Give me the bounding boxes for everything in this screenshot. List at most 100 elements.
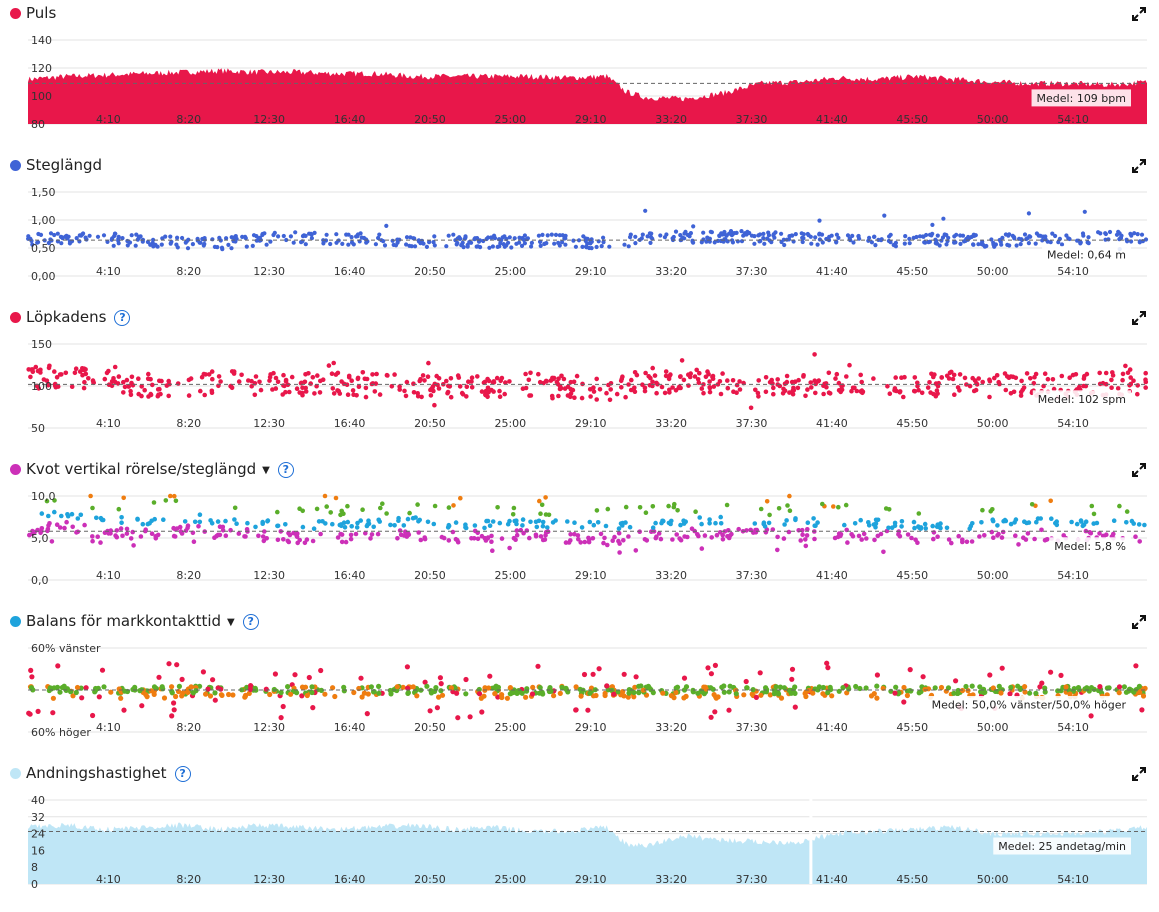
data-point	[990, 507, 995, 512]
series-color-dot	[10, 8, 21, 19]
data-point	[52, 509, 57, 515]
expand-icon[interactable]	[1131, 6, 1147, 22]
data-point	[713, 520, 718, 526]
x-tick-label: 4:10	[96, 721, 121, 734]
data-point	[377, 392, 383, 397]
data-point	[1007, 691, 1013, 697]
data-point	[536, 233, 542, 238]
data-point	[708, 229, 713, 234]
help-icon[interactable]: ?	[174, 766, 191, 782]
data-point	[83, 235, 88, 240]
data-point	[1139, 707, 1145, 713]
y-tick-label: 150	[31, 338, 52, 351]
data-point	[668, 693, 675, 699]
data-point	[682, 231, 687, 236]
data-point	[415, 502, 420, 507]
data-point	[1129, 687, 1135, 693]
x-tick-label: 33:20	[655, 569, 687, 582]
data-point	[577, 686, 583, 692]
chart-panel-steglangd: Steglängd 1,50 1,00 0,50 0,00 4:10 8:20 12:30 1…	[0, 152, 1159, 304]
x-tick-label: 37:30	[736, 113, 768, 126]
data-point	[930, 222, 935, 227]
x-tick-label: 37:30	[736, 265, 768, 278]
data-point	[155, 532, 161, 538]
data-point	[864, 536, 869, 541]
data-point	[1054, 522, 1060, 528]
data-point	[1008, 521, 1014, 527]
data-point	[120, 236, 125, 241]
data-point	[646, 374, 651, 379]
data-point	[667, 390, 672, 395]
data-point	[538, 534, 544, 539]
dropdown-caret-icon[interactable]: ▼	[262, 465, 270, 476]
data-point	[280, 703, 286, 710]
expand-icon[interactable]	[1131, 766, 1147, 782]
data-point	[858, 517, 863, 523]
x-tick-label: 20:50	[414, 113, 446, 126]
data-point	[633, 674, 639, 680]
data-point	[1000, 529, 1006, 535]
help-icon[interactable]: ?	[277, 462, 294, 478]
data-point	[346, 242, 351, 247]
data-point	[739, 229, 744, 234]
data-point	[667, 373, 672, 379]
data-point	[228, 527, 233, 533]
data-point	[490, 548, 495, 553]
dropdown-caret-icon[interactable]: ▼	[227, 617, 235, 628]
data-point	[696, 533, 701, 539]
data-point	[322, 691, 328, 697]
x-tick-label: 20:50	[414, 265, 446, 278]
x-tick-label: 8:20	[176, 113, 201, 126]
data-point	[125, 243, 130, 248]
data-point	[36, 386, 41, 391]
data-point	[267, 378, 272, 383]
x-tick-label: 16:40	[334, 417, 366, 430]
data-point	[157, 386, 162, 392]
y-tick-label: 80	[31, 118, 45, 131]
data-point	[615, 689, 621, 695]
data-point	[137, 688, 143, 694]
data-point	[57, 525, 63, 530]
data-point	[336, 388, 342, 394]
data-point	[507, 685, 513, 691]
data-point	[792, 690, 798, 696]
data-point	[136, 234, 142, 239]
expand-icon[interactable]	[1131, 310, 1147, 326]
data-point	[82, 522, 87, 528]
expand-icon[interactable]	[1131, 158, 1147, 174]
help-icon[interactable]: ?	[242, 614, 259, 630]
data-point	[172, 526, 178, 532]
data-point	[44, 498, 50, 504]
data-point	[183, 528, 189, 533]
data-point	[260, 231, 265, 237]
x-tick-label: 41:40	[816, 873, 848, 886]
data-point	[250, 243, 255, 248]
data-point	[949, 369, 954, 375]
data-point	[425, 374, 431, 379]
data-point	[411, 390, 417, 395]
x-tick-label: 41:40	[816, 721, 848, 734]
data-point	[781, 536, 787, 541]
data-point	[401, 523, 407, 528]
data-point	[33, 364, 39, 370]
data-point	[446, 233, 451, 238]
data-point	[1117, 237, 1122, 242]
data-point	[463, 691, 469, 697]
data-point	[852, 521, 858, 526]
data-point	[1117, 503, 1122, 509]
data-point	[973, 387, 979, 393]
data-point	[1058, 672, 1064, 678]
data-point	[887, 234, 892, 239]
data-point	[944, 242, 949, 247]
expand-icon[interactable]	[1131, 462, 1147, 478]
data-point	[817, 232, 822, 237]
data-point	[173, 693, 179, 700]
help-icon[interactable]: ?	[114, 310, 131, 326]
data-point	[591, 389, 597, 394]
data-point	[177, 524, 183, 530]
data-point	[919, 390, 925, 396]
average-label: Medel: 50,0% vänster/50,0% höger	[932, 699, 1127, 712]
data-point	[707, 521, 712, 526]
data-point	[139, 703, 145, 709]
expand-icon[interactable]	[1131, 614, 1147, 630]
